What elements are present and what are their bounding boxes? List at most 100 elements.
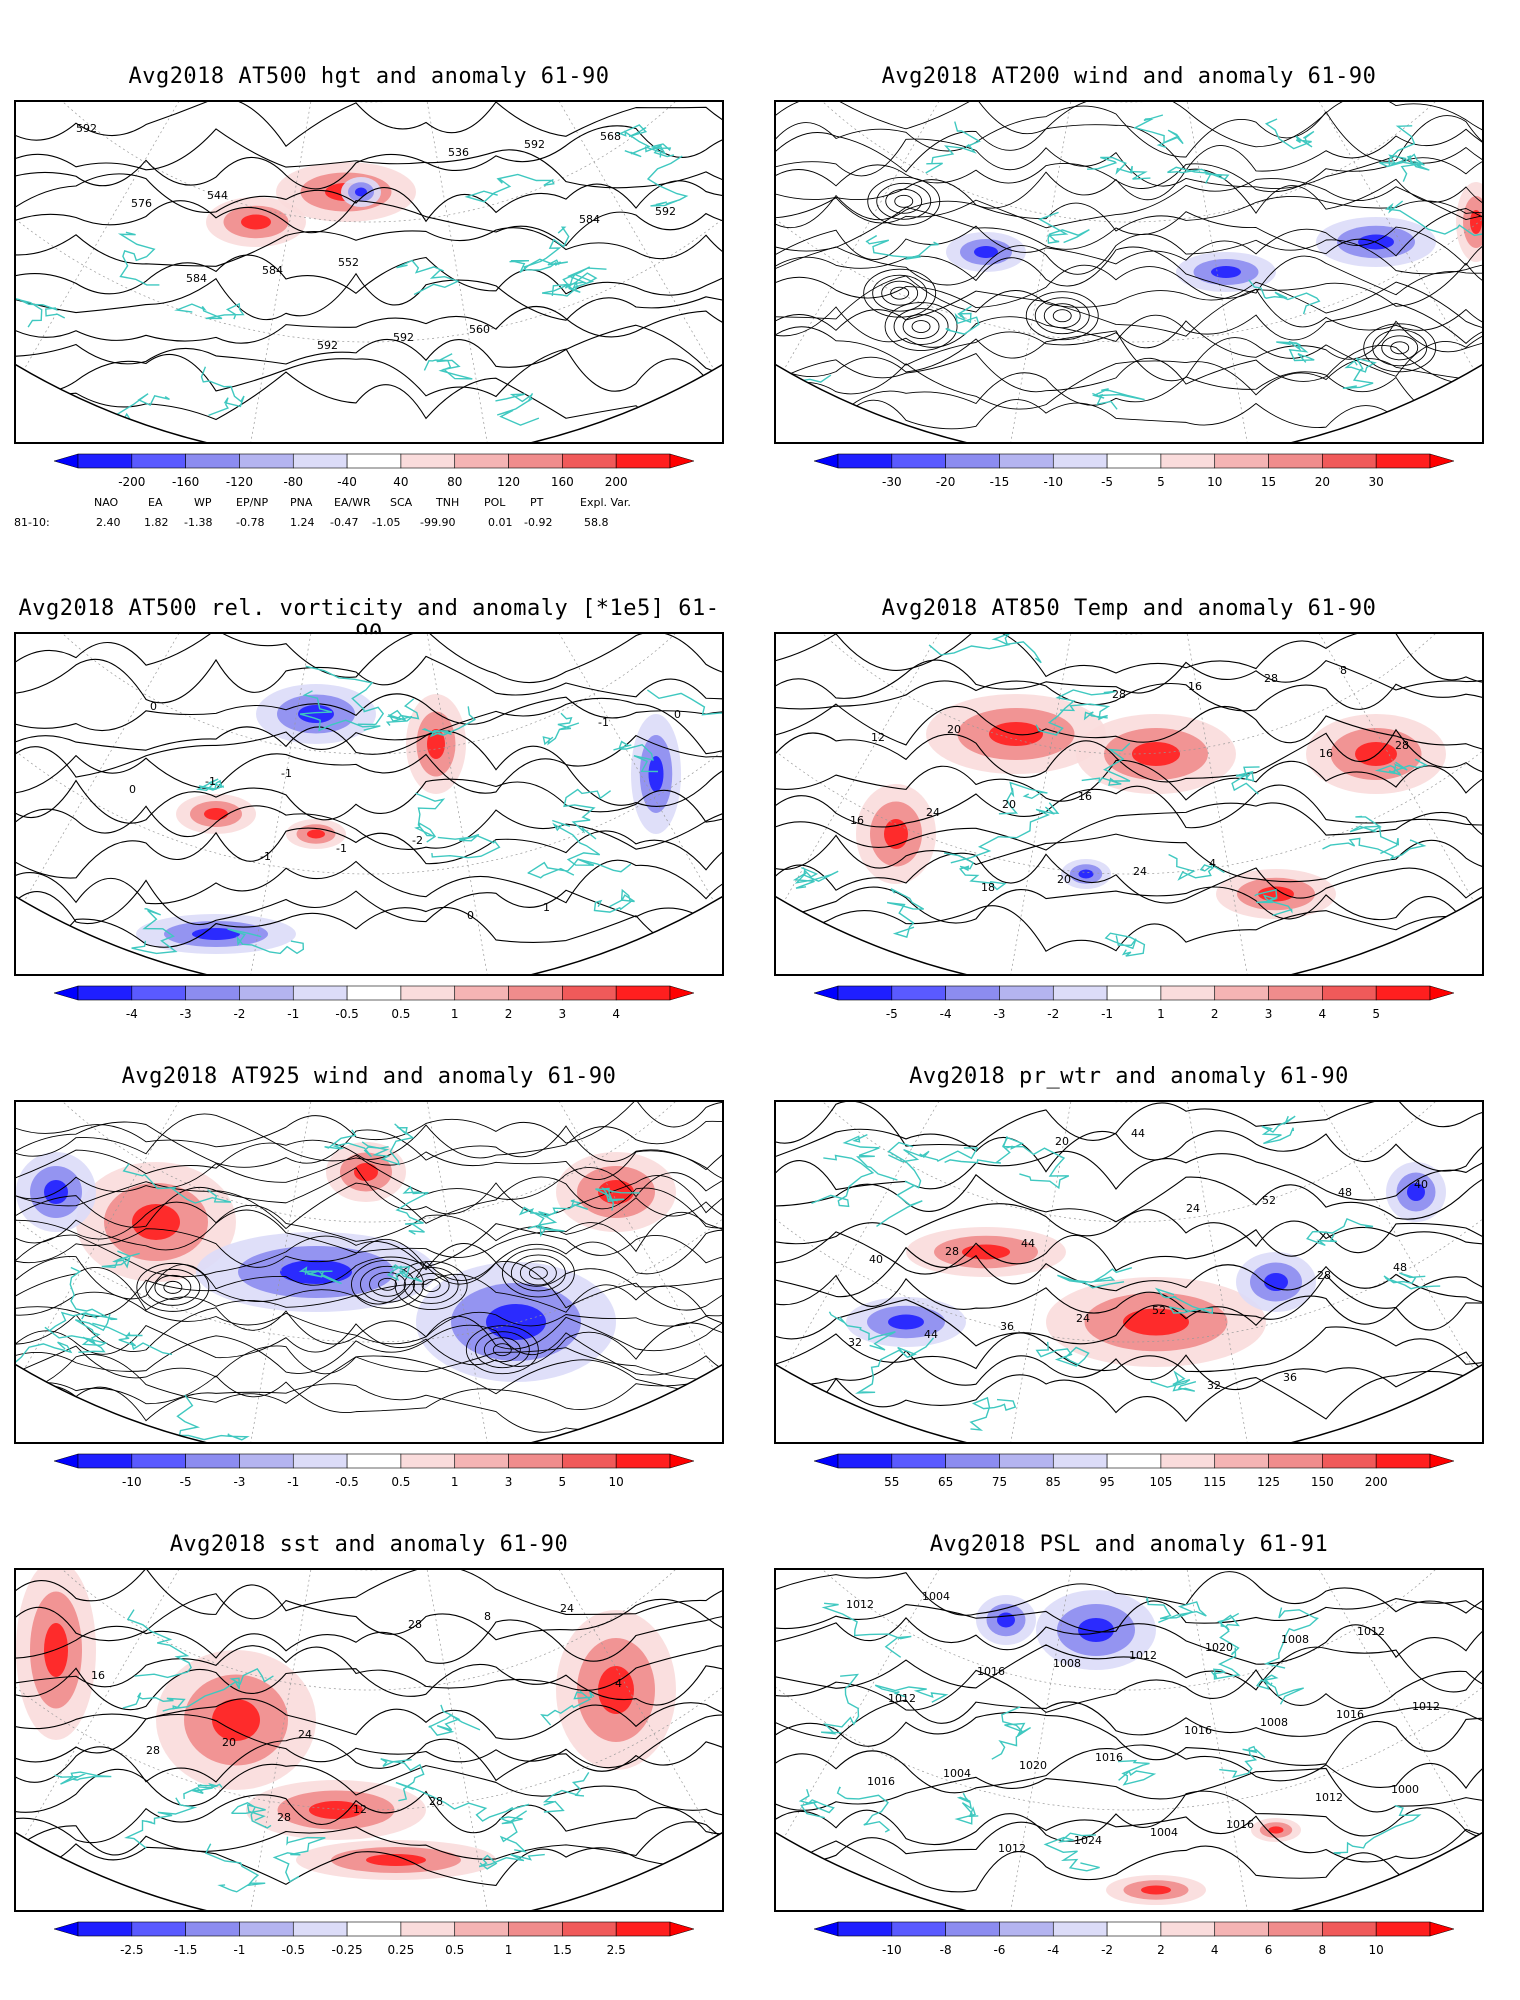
vortex-streamline xyxy=(1043,303,1081,329)
coastline xyxy=(925,121,981,174)
contour-line xyxy=(16,1570,722,1615)
colorbar-tick-label: 0.5 xyxy=(445,1943,464,1957)
longitude-line xyxy=(23,634,370,902)
coastline xyxy=(1276,340,1315,363)
contour-line xyxy=(16,906,722,952)
positive-anomaly-area xyxy=(204,808,228,820)
colorbar-tick-label: 85 xyxy=(1046,1475,1061,1489)
contour-label: 36 xyxy=(1283,1371,1297,1384)
streamline xyxy=(776,302,1482,348)
contour-line xyxy=(776,1295,1482,1347)
coastline xyxy=(230,1802,272,1829)
colorbar-segment xyxy=(239,1921,294,1937)
header-pna: PNA xyxy=(290,496,313,509)
colorbar-500hgt: -200 -160 -120 -80 -40 40 80 120 160 200 xyxy=(54,452,694,492)
coastline xyxy=(44,1311,108,1347)
colorbar-tick-label: -1 xyxy=(1101,1007,1113,1021)
contour-label: 1012 xyxy=(888,1692,916,1705)
coastline xyxy=(888,1147,979,1163)
colorbar-tick-label: 15 xyxy=(1261,475,1276,489)
contour-label: 592 xyxy=(524,138,545,151)
header-eawr: EA/WR xyxy=(334,496,371,509)
contour-line xyxy=(776,905,1482,952)
colorbar-tick-label: -2 xyxy=(1047,1007,1059,1021)
panel-title: Avg2018 PSL and anomaly 61-91 xyxy=(929,1532,1329,1557)
colorbar-arrow-low xyxy=(54,1453,79,1469)
colorbar-tick-label: -3 xyxy=(233,1475,245,1489)
contour-line xyxy=(776,759,1482,802)
coastline xyxy=(645,143,675,158)
contour-label: 1016 xyxy=(1184,1724,1212,1737)
vortex-streamline xyxy=(136,1262,210,1312)
vortex-streamline xyxy=(412,1273,450,1298)
value-wp: -1.38 xyxy=(184,516,213,529)
negative-anomaly-area xyxy=(1078,1618,1114,1642)
coastline xyxy=(1217,1612,1240,1656)
vortex-streamline xyxy=(528,1266,548,1280)
colorbar-segment xyxy=(1375,453,1431,469)
coastline xyxy=(200,366,245,417)
contour-label: 1012 xyxy=(1412,1700,1440,1713)
contour-label: 24 xyxy=(1186,1202,1200,1215)
contour-label: 18 xyxy=(981,881,995,894)
contour-label: 24 xyxy=(1133,865,1147,878)
coastline xyxy=(616,124,651,158)
contour-label: 1 xyxy=(543,901,550,914)
coastline xyxy=(593,888,635,913)
coastline xyxy=(227,928,305,955)
header-tnh: TNH xyxy=(436,496,460,509)
positive-anomaly-area xyxy=(1268,1826,1284,1834)
value-sca: -1.05 xyxy=(372,516,401,529)
coastline xyxy=(1086,156,1151,180)
colorbar-segment xyxy=(508,1921,563,1937)
colorbar-segment xyxy=(1375,985,1431,1001)
contour-line xyxy=(16,634,722,684)
colorbar-segment xyxy=(615,1453,671,1469)
colorbar-segment xyxy=(615,453,671,469)
coastline xyxy=(527,1199,589,1230)
colorbar-segment xyxy=(1375,1921,1431,1937)
longitude-line xyxy=(23,1570,370,1838)
colorbar-tick-label: 115 xyxy=(1203,1475,1226,1489)
value-ea: 1.82 xyxy=(144,516,169,529)
colorbar-tick-label: -0.5 xyxy=(335,1007,358,1021)
contour-line xyxy=(776,1128,1482,1173)
vortex-streamline xyxy=(403,1267,459,1304)
colorbar-segment xyxy=(400,1921,456,1937)
coastline xyxy=(124,1797,198,1849)
coastline xyxy=(1092,388,1145,410)
contour-label: 1012 xyxy=(998,1842,1026,1855)
coastline xyxy=(428,1704,481,1736)
coastline xyxy=(552,819,601,867)
latitude-circle xyxy=(776,1102,1482,1223)
contour-line xyxy=(776,833,1482,883)
colorbar-segment xyxy=(1322,985,1377,1001)
longitude-line xyxy=(1128,1102,1250,1442)
colorbar-segment xyxy=(131,453,186,469)
coastline xyxy=(16,298,66,328)
colorbar-segment xyxy=(1106,453,1162,469)
longitude-line xyxy=(23,102,370,370)
colorbar-tick-label: 0.25 xyxy=(388,1943,415,1957)
colorbar-tick-label: 55 xyxy=(884,1475,899,1489)
coastline xyxy=(646,155,689,207)
contour-label: 48 xyxy=(1338,1186,1352,1199)
colorbar-tick-label: -8 xyxy=(940,1943,952,1957)
contour-label: 0 xyxy=(129,783,136,796)
colorbar-tick-label: -200 xyxy=(118,475,145,489)
streamline xyxy=(16,1102,722,1148)
colorbar-segment xyxy=(508,1453,563,1469)
contour-label: 24 xyxy=(926,806,940,819)
contour-label: 28 xyxy=(1395,739,1409,752)
vortex-streamline xyxy=(369,1271,406,1297)
coastline xyxy=(562,267,607,293)
colorbar-segment xyxy=(508,453,563,469)
coastline xyxy=(1383,1272,1441,1290)
colorbar-tick-label: 5 xyxy=(559,1475,567,1489)
longitude-line xyxy=(1128,1570,1475,1838)
map-prwtr: 44 52 36 40 28 24 32 48 40 36 44 52 48 44 20 24 28 32 xyxy=(774,1100,1484,1444)
coastline xyxy=(176,1394,250,1441)
colorbar-tick-label: 80 xyxy=(447,475,462,489)
vortex-streamline xyxy=(894,194,914,208)
contour-line xyxy=(16,1821,722,1860)
